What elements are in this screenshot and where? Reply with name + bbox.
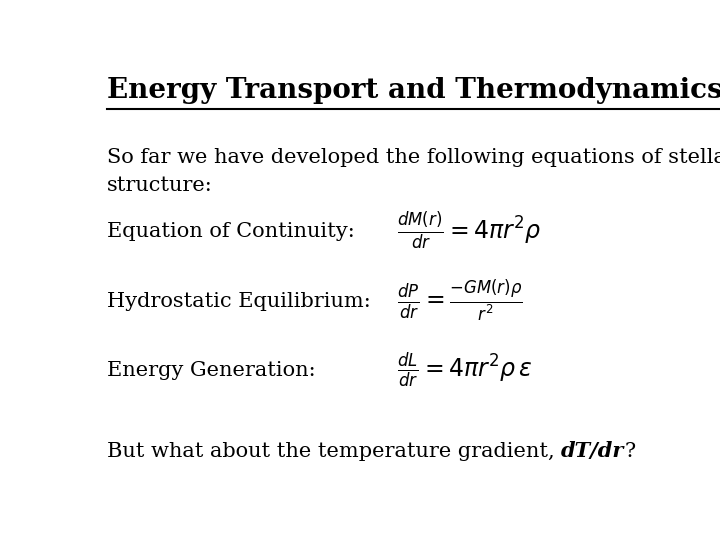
Text: $\frac{dM(r)}{dr} = 4\pi r^2 \rho$: $\frac{dM(r)}{dr} = 4\pi r^2 \rho$ (397, 210, 541, 252)
Text: So far we have developed the following equations of stellar
structure:: So far we have developed the following e… (107, 148, 720, 195)
Text: Hydrostatic Equilibrium:: Hydrostatic Equilibrium: (107, 292, 371, 311)
Text: Energy Transport and Thermodynamics:: Energy Transport and Thermodynamics: (107, 77, 720, 104)
Text: dT/dr: dT/dr (561, 442, 624, 462)
Text: Equation of Continuity:: Equation of Continuity: (107, 221, 354, 241)
Text: But what about the temperature gradient,: But what about the temperature gradient, (107, 442, 561, 461)
Text: Energy Generation:: Energy Generation: (107, 361, 315, 380)
Text: $\frac{dP}{dr} = \frac{-GM(r)\rho}{r^2}$: $\frac{dP}{dr} = \frac{-GM(r)\rho}{r^2}$ (397, 279, 523, 325)
Text: ?: ? (624, 442, 636, 461)
Text: $\frac{dL}{dr} = 4\pi r^2 \rho\, \varepsilon$: $\frac{dL}{dr} = 4\pi r^2 \rho\, \vareps… (397, 350, 533, 390)
